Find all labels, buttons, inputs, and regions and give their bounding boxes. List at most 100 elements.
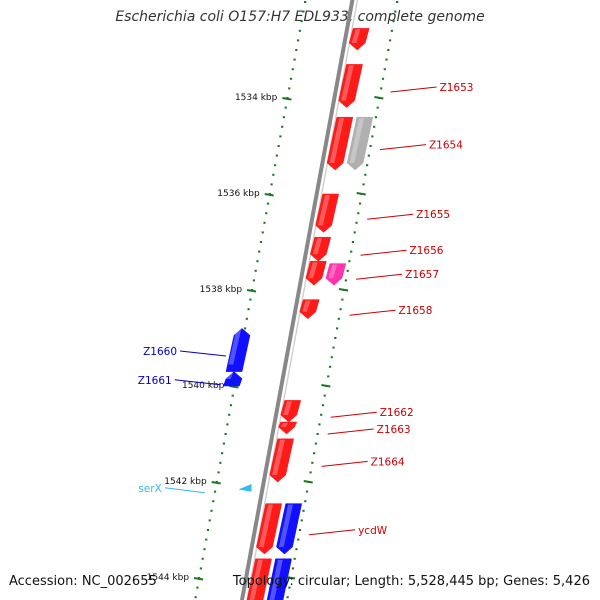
tick-dot bbox=[327, 375, 330, 378]
tick-dot bbox=[265, 212, 268, 215]
tick-dot bbox=[335, 327, 339, 330]
tick-dot bbox=[387, 49, 390, 51]
accession-label: Accession: NC_002655 bbox=[9, 574, 157, 589]
tick-dot bbox=[358, 202, 362, 205]
label-leader bbox=[356, 273, 403, 280]
tick-dot bbox=[367, 154, 370, 157]
tick-dot bbox=[304, 500, 307, 503]
tick-dot bbox=[270, 183, 273, 186]
gene-highlight bbox=[272, 439, 285, 475]
scale-label: 1544 kbp bbox=[147, 573, 190, 583]
tick-dot bbox=[295, 49, 298, 51]
gene-highlight bbox=[283, 401, 292, 415]
gene-arrow bbox=[315, 193, 340, 233]
gene-highlight bbox=[318, 195, 330, 226]
gene-label: Z1663 bbox=[377, 424, 411, 436]
label-leader bbox=[309, 529, 356, 536]
tick-dot bbox=[224, 433, 227, 435]
label-leader bbox=[327, 428, 374, 435]
tick-dot bbox=[228, 413, 231, 416]
tick-dot bbox=[249, 298, 252, 301]
tick-dot bbox=[247, 308, 250, 311]
tick-dot bbox=[318, 423, 321, 426]
tick-dot bbox=[328, 365, 332, 368]
tick-dot bbox=[274, 164, 277, 167]
scale-label: 1534 kbp bbox=[235, 93, 278, 103]
tick-dot bbox=[362, 183, 365, 186]
topology-label: Topology: circular; Length: 5,528,445 bp… bbox=[232, 574, 590, 589]
tick-dot bbox=[295, 548, 298, 551]
tick-dot bbox=[366, 164, 369, 167]
gene-highlight bbox=[280, 423, 288, 427]
tick-dot bbox=[320, 413, 323, 416]
tick-dot bbox=[281, 125, 284, 128]
gene-label: ycdW bbox=[358, 525, 388, 537]
gene-highlight bbox=[312, 238, 322, 255]
tick-dot bbox=[364, 173, 367, 176]
tick-dot bbox=[350, 250, 353, 253]
tick-dot bbox=[380, 87, 383, 90]
tick-dot bbox=[383, 68, 386, 71]
tick-dot bbox=[282, 116, 286, 119]
gene-highlight bbox=[249, 559, 263, 600]
gene-arrow bbox=[338, 64, 363, 108]
tick-dot bbox=[206, 529, 210, 531]
tick-dot bbox=[289, 77, 293, 80]
tick-dot bbox=[288, 586, 291, 589]
tick-dot bbox=[205, 538, 208, 541]
label-leader bbox=[321, 460, 368, 467]
gene-arrow bbox=[305, 260, 327, 286]
major-tick bbox=[374, 96, 384, 100]
gene-highlight bbox=[329, 118, 345, 163]
tick-dot bbox=[263, 221, 266, 224]
gene-label: Z1657 bbox=[405, 269, 439, 281]
tick-dot bbox=[309, 471, 312, 474]
gene-arrow bbox=[276, 503, 303, 555]
tick-dot bbox=[277, 145, 280, 147]
tick-dot bbox=[304, 1, 307, 3]
gene-highlight bbox=[258, 504, 273, 547]
gene-highlight bbox=[349, 118, 365, 163]
gene-highlight bbox=[308, 262, 318, 279]
major-tick bbox=[303, 480, 313, 484]
tick-dot bbox=[199, 567, 203, 570]
gene-arrow bbox=[266, 558, 292, 600]
tick-dot bbox=[201, 557, 204, 560]
tick-dot bbox=[332, 346, 335, 349]
gene-arrow bbox=[346, 116, 374, 171]
tick-dot bbox=[392, 20, 395, 23]
tick-dot bbox=[245, 317, 248, 320]
map-title: Escherichia coli O157:H7 EDL933, complet… bbox=[115, 9, 485, 25]
tick-dot bbox=[243, 327, 247, 330]
label-leader bbox=[179, 350, 227, 357]
gene-arrow bbox=[278, 421, 298, 435]
tick-dot bbox=[226, 423, 229, 426]
scale-label: 1536 kbp bbox=[217, 189, 260, 199]
tick-dot bbox=[334, 337, 337, 339]
gene-label: Z1654 bbox=[429, 140, 463, 152]
tick-dot bbox=[374, 116, 378, 119]
gene-label: Z1660 bbox=[143, 346, 177, 358]
tick-dots bbox=[194, 1, 399, 599]
tick-dot bbox=[300, 519, 303, 522]
tick-dot bbox=[357, 212, 360, 215]
tick-dot bbox=[291, 567, 295, 570]
tick-dot bbox=[288, 87, 291, 90]
tick-dot bbox=[381, 77, 385, 80]
tick-dot bbox=[355, 221, 358, 224]
tick-dot bbox=[302, 10, 305, 13]
major-tick bbox=[246, 289, 257, 293]
tick-dot bbox=[300, 20, 303, 23]
gene-arrow bbox=[256, 503, 283, 555]
gene-arrow bbox=[326, 116, 354, 171]
tick-dot bbox=[279, 135, 282, 138]
tick-dot bbox=[212, 500, 215, 503]
gene-arrow bbox=[280, 400, 302, 423]
tick-dot bbox=[213, 490, 217, 493]
label-leader bbox=[174, 379, 221, 386]
tick-dot bbox=[346, 269, 349, 272]
gene-highlight bbox=[228, 329, 242, 365]
tick-dot bbox=[258, 250, 261, 253]
tick-dot bbox=[217, 471, 220, 474]
gene-label: Z1664 bbox=[371, 456, 405, 468]
